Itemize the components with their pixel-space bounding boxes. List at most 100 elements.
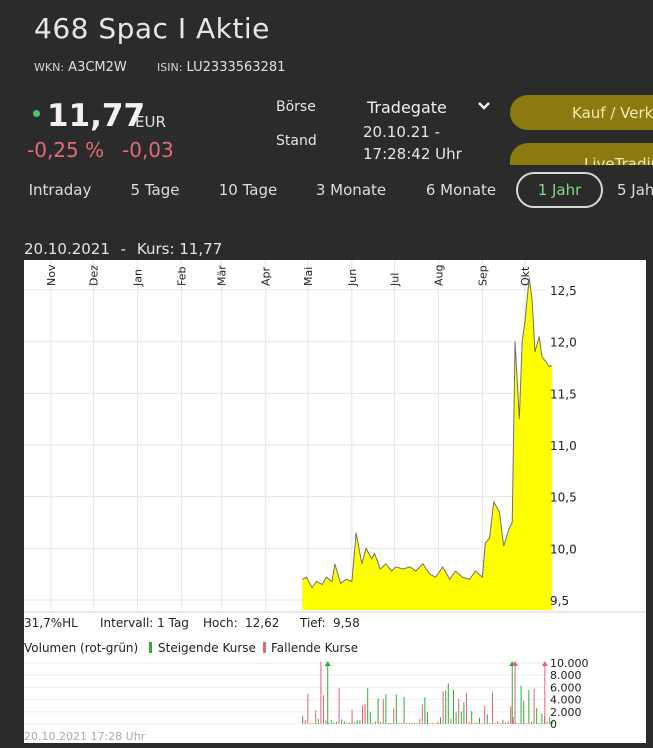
volume-bar bbox=[328, 723, 330, 724]
chart-kurs-label: Kurs: bbox=[136, 240, 175, 258]
wkn-label: WKN: bbox=[34, 61, 65, 74]
price-chart-svg[interactable]: Nov Dez Jan Feb Mär Apr Mai Jun Jul Aug Sep Okt 12,… bbox=[24, 260, 646, 743]
tab-5-jahre[interactable]: 5 Jahre bbox=[617, 181, 653, 199]
timeframe-tabs: Intraday 5 Tage 10 Tage 3 Monate 6 Monat… bbox=[0, 172, 653, 210]
exchange-label: Börse bbox=[276, 99, 316, 115]
exchange-select[interactable]: Tradegate bbox=[367, 98, 447, 117]
isin: ISIN: LU2333563281 bbox=[157, 60, 285, 75]
volume-bar bbox=[382, 698, 384, 724]
price-currency: EUR bbox=[135, 113, 166, 131]
tab-5-tage[interactable]: 5 Tage bbox=[130, 181, 180, 199]
buy-sell-button[interactable]: Kauf / Verkauf bbox=[510, 95, 653, 130]
month-tick-label: Sep bbox=[476, 265, 489, 286]
isin-value: LU2333563281 bbox=[186, 60, 286, 75]
volume-down-legend: Fallende Kurse bbox=[271, 641, 358, 655]
buy-sell-button-label: Kauf / Verkauf bbox=[572, 103, 653, 122]
volume-bar bbox=[432, 723, 434, 724]
price-line bbox=[301, 277, 553, 589]
chart-separator: - bbox=[120, 240, 127, 258]
volume-bar bbox=[416, 723, 418, 724]
volume-bar bbox=[468, 721, 470, 724]
volume-bar bbox=[315, 710, 317, 724]
volume-bar bbox=[341, 719, 343, 724]
stand-date: 20.10.21 - bbox=[363, 123, 440, 141]
stand-value: 20.10.21 - 17:28:42 Uhr bbox=[363, 121, 462, 165]
page-title: 468 Spac I Aktie bbox=[34, 12, 270, 45]
livetrading-button-label: LiveTrading bbox=[584, 155, 653, 165]
tab-6-monate[interactable]: 6 Monate bbox=[425, 181, 497, 199]
volume-bar bbox=[367, 688, 369, 724]
isin-label: ISIN: bbox=[157, 61, 183, 74]
price-tick-label: 11,0 bbox=[550, 439, 577, 453]
volume-bar bbox=[385, 694, 387, 724]
tab-3-monate[interactable]: 3 Monate bbox=[315, 181, 387, 199]
volume-bar bbox=[421, 704, 423, 724]
volume-bar bbox=[450, 718, 452, 724]
month-tick-label: Nov bbox=[45, 264, 58, 286]
tab-10-tage[interactable]: 10 Tage bbox=[218, 181, 278, 199]
volume-bar bbox=[476, 722, 478, 724]
volume-bar bbox=[507, 721, 509, 724]
stand-time: 17:28:42 Uhr bbox=[363, 145, 462, 163]
volume-bar bbox=[512, 717, 514, 724]
month-tick-label: Aug bbox=[432, 265, 445, 286]
volume-bar bbox=[439, 717, 441, 724]
volume-bar bbox=[330, 720, 332, 724]
volume-bar bbox=[304, 720, 306, 724]
volume-bar bbox=[455, 712, 457, 724]
volume-bar bbox=[546, 721, 548, 724]
tab-intraday[interactable]: Intraday bbox=[28, 181, 92, 199]
volume-bar bbox=[408, 723, 410, 724]
volume-bar bbox=[447, 683, 449, 724]
volume-bar bbox=[309, 722, 311, 724]
volume-bar bbox=[481, 723, 483, 724]
volume-bar bbox=[499, 723, 501, 724]
volume-bar bbox=[413, 723, 415, 724]
hoch-value: 12,62 bbox=[245, 616, 279, 630]
volume-bar bbox=[320, 661, 322, 724]
stand-label: Stand bbox=[276, 133, 317, 149]
chart-quote-line: 20.10.2021 - Kurs: 11,77 bbox=[24, 240, 222, 258]
volume-bar bbox=[400, 723, 402, 724]
volume-bar bbox=[411, 722, 413, 724]
month-tick-label: Feb bbox=[176, 267, 189, 286]
volume-bar bbox=[393, 708, 395, 724]
volume-bar bbox=[302, 716, 304, 724]
volume-bar bbox=[372, 722, 374, 724]
volume-bar bbox=[419, 719, 421, 724]
change-percent: -0,25 % bbox=[27, 138, 105, 162]
tab-1-jahr[interactable]: 1 Jahr bbox=[516, 172, 603, 208]
volume-bar bbox=[486, 714, 488, 724]
volume-tick-label: 8.000 bbox=[550, 669, 582, 682]
volume-bar bbox=[348, 723, 350, 724]
volume-bar bbox=[491, 691, 493, 724]
price-tick-label: 11,5 bbox=[550, 387, 577, 401]
volume-bar bbox=[484, 705, 486, 724]
volume-bar bbox=[406, 723, 408, 724]
volume-bar bbox=[395, 694, 397, 724]
volume-bar bbox=[536, 708, 538, 724]
chevron-down-icon[interactable] bbox=[478, 101, 490, 111]
price-tick-label: 10,0 bbox=[550, 542, 577, 556]
interval-text: Intervall: 1 Tag bbox=[100, 616, 189, 630]
volume-bar bbox=[333, 722, 335, 724]
volume-bar bbox=[369, 712, 371, 724]
volume-bar bbox=[387, 723, 389, 724]
volume-bar bbox=[374, 721, 376, 724]
month-tick-label: Mär bbox=[215, 265, 228, 286]
volume-bar bbox=[478, 717, 480, 724]
volume-up-legend: Steigende Kurse bbox=[158, 641, 256, 655]
volume-bar bbox=[533, 688, 535, 724]
volume-bar bbox=[551, 721, 553, 724]
volume-bar bbox=[335, 722, 337, 724]
livetrading-button[interactable]: LiveTrading bbox=[510, 143, 653, 165]
volume-tick-label: 10.000 bbox=[550, 657, 589, 670]
volume-bar bbox=[343, 721, 345, 724]
volume-bar bbox=[494, 723, 496, 724]
volume-tick-label: 0 bbox=[550, 718, 557, 731]
volume-tick-label: 4.000 bbox=[550, 694, 582, 707]
tief-label: Tief: bbox=[299, 616, 326, 630]
hl-text: 31,7%HL bbox=[24, 616, 78, 630]
month-tick-label: Jul bbox=[388, 273, 401, 287]
price-chart[interactable]: Nov Dez Jan Feb Mär Apr Mai Jun Jul Aug Sep Okt 12,… bbox=[24, 260, 646, 743]
